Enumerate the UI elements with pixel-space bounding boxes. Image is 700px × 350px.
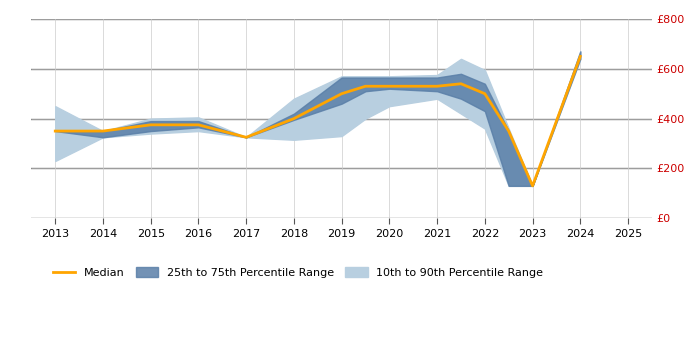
Legend: Median, 25th to 75th Percentile Range, 10th to 90th Percentile Range: Median, 25th to 75th Percentile Range, 1… <box>48 263 548 282</box>
